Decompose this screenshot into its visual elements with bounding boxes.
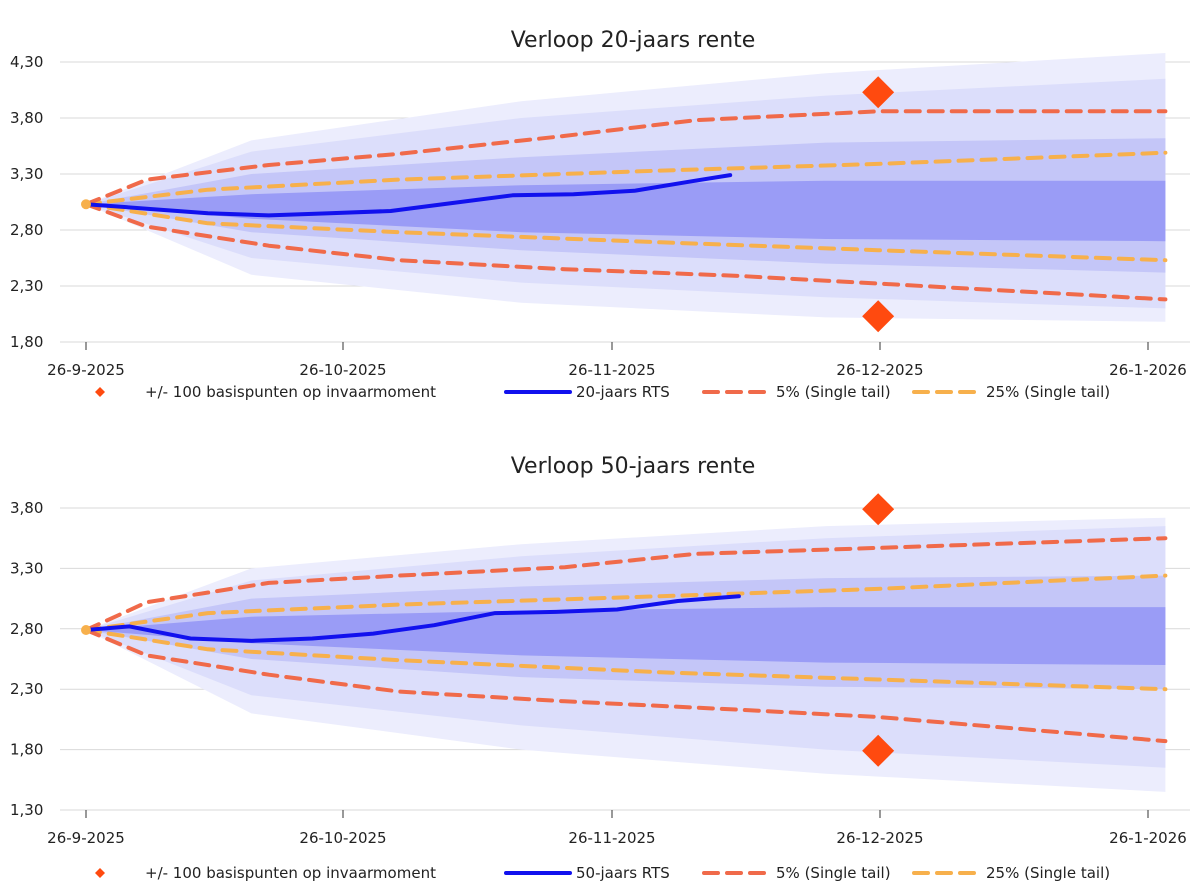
x-tick-label: 26-12-2025 <box>836 361 923 379</box>
y-tick-label: 3,30 <box>10 559 43 577</box>
legend-label: 20-jaars RTS <box>576 383 670 401</box>
fan-band <box>86 607 1166 665</box>
chart-1: Verloop 50-jaars rente 3,80 3,30 2,80 2,30 1,… <box>10 454 1190 882</box>
x-tick-label: 26-9-2025 <box>47 829 125 847</box>
diamond-marker <box>862 76 895 109</box>
diamond-marker <box>862 493 895 526</box>
series-line-3 <box>86 573 1168 632</box>
y-tick-label: 1,30 <box>10 801 43 819</box>
legend-label: 50-jaars RTS <box>576 864 670 882</box>
x-tick-label: 26-1-2026 <box>1109 361 1187 379</box>
x-tick-label: 26-12-2025 <box>836 829 923 847</box>
chart-title: Verloop 50-jaars rente <box>511 454 756 479</box>
series-line-2 <box>86 202 1168 302</box>
y-tick-label: 2,30 <box>10 680 43 698</box>
legend-label: 25% (Single tail) <box>986 864 1110 882</box>
legend-label: 5% (Single tail) <box>776 864 891 882</box>
legend-marker-swatch <box>95 868 105 878</box>
legend-label: 5% (Single tail) <box>776 383 891 401</box>
series-line-0 <box>86 594 741 643</box>
legend-label: +/- 100 basispunten op invaarmoment <box>145 383 436 401</box>
y-tick-label: 2,80 <box>10 620 43 638</box>
legend-label: +/- 100 basispunten op invaarmoment <box>145 864 436 882</box>
diamond-marker <box>862 734 895 767</box>
x-tick-label: 26-10-2025 <box>299 829 386 847</box>
fan-band <box>86 180 1166 242</box>
y-tick-label: 2,30 <box>10 277 43 295</box>
series-line-4 <box>86 202 1168 263</box>
legend-marker-swatch <box>95 387 105 397</box>
series-line-2 <box>86 628 1168 744</box>
x-tick-label: 26-11-2025 <box>568 361 655 379</box>
series-line-3 <box>86 150 1168 207</box>
y-tick-label: 1,80 <box>10 741 43 759</box>
series-line-1 <box>86 109 1168 207</box>
chart-0: Verloop 20-jaars rente 4,30 3,80 3,30 2,80 2,… <box>10 28 1190 401</box>
y-tick-label: 3,80 <box>10 109 43 127</box>
series-line-0 <box>86 173 733 218</box>
chart-title: Verloop 20-jaars rente <box>511 28 756 53</box>
series-line-1 <box>86 536 1168 632</box>
diamond-marker <box>862 300 895 333</box>
y-tick-label: 2,80 <box>10 221 43 239</box>
legend: +/- 100 basispunten op invaarmoment 50-ja… <box>95 864 1110 882</box>
x-tick-label: 26-11-2025 <box>568 829 655 847</box>
x-tick-label: 26-1-2026 <box>1109 829 1187 847</box>
y-tick-label: 3,30 <box>10 165 43 183</box>
x-tick-label: 26-10-2025 <box>299 361 386 379</box>
start-point <box>81 625 91 636</box>
start-point <box>81 199 91 210</box>
legend-label: 25% (Single tail) <box>986 383 1110 401</box>
y-tick-label: 3,80 <box>10 499 43 517</box>
y-tick-label: 1,80 <box>10 333 43 351</box>
y-tick-label: 4,30 <box>10 53 43 71</box>
x-tick-label: 26-9-2025 <box>47 361 125 379</box>
series-line-4 <box>86 628 1168 692</box>
legend: +/- 100 basispunten op invaarmoment 20-ja… <box>95 383 1110 401</box>
